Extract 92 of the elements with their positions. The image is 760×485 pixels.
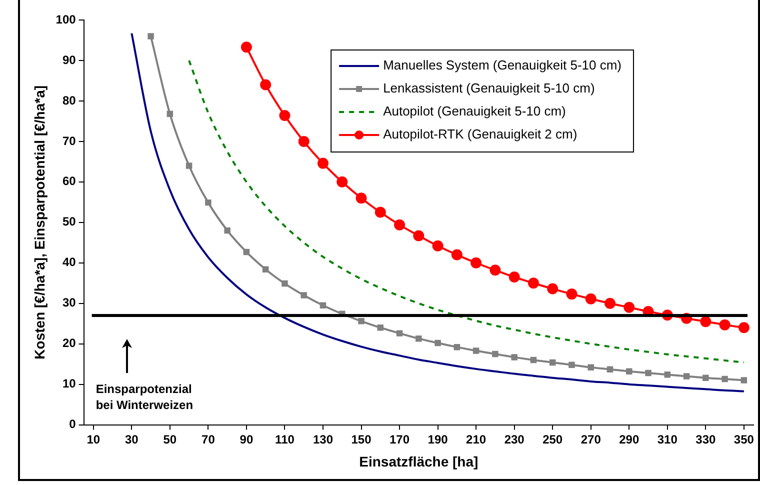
point <box>262 266 269 272</box>
point <box>566 288 578 300</box>
point <box>260 79 272 90</box>
legend-label: Lenkassistent (Genauigkeit 5-10 cm) <box>383 80 595 96</box>
y-tick-label: 40 <box>62 255 76 270</box>
x-tick-label: 330 <box>696 432 716 446</box>
point <box>148 33 154 40</box>
y-tick-label: 60 <box>62 174 76 188</box>
point <box>416 335 422 342</box>
point <box>356 192 367 204</box>
legend-label: Autopilot-RTK (Genauigkeit 2 cm) <box>383 126 578 142</box>
x-tick-label: 210 <box>466 432 486 446</box>
legend-label: Manuelles System (Genauigkeit 5-10 cm) <box>383 58 622 73</box>
point <box>702 374 709 381</box>
y-tick-label: 10 <box>62 376 76 391</box>
point <box>413 230 424 242</box>
point <box>492 350 498 358</box>
point <box>336 176 348 188</box>
point <box>700 316 712 328</box>
point <box>624 302 635 313</box>
legend-label: Autopilot (Genauigkeit 5-10 cm) <box>383 104 566 119</box>
line-series <box>188 59 745 364</box>
point <box>205 199 212 206</box>
x-tick-label: 250 <box>542 432 563 446</box>
point <box>377 324 384 331</box>
x-tick-label: 310 <box>657 432 678 446</box>
point <box>394 219 406 230</box>
point <box>508 272 520 283</box>
x-tick-label: 190 <box>428 432 448 446</box>
point <box>528 278 539 289</box>
x-tick-label: 70 <box>202 432 216 446</box>
point <box>588 364 594 370</box>
x-tick-label: 130 <box>312 432 334 446</box>
point <box>243 248 250 256</box>
point <box>454 344 460 350</box>
y-tick-label: 30 <box>62 296 76 310</box>
y-tick-label: 100 <box>56 12 76 26</box>
x-tick-label: 150 <box>351 432 372 446</box>
point <box>683 373 690 380</box>
point <box>472 348 480 354</box>
point <box>490 264 501 276</box>
x-tick-label: 270 <box>580 432 602 446</box>
x-tick-label: 230 <box>504 432 525 446</box>
point <box>396 330 403 336</box>
point <box>186 162 192 169</box>
point <box>604 298 616 309</box>
point <box>530 356 537 364</box>
point <box>374 206 386 218</box>
point <box>547 283 558 294</box>
y-tick-label: 50 <box>62 214 76 229</box>
y-tick-label: 0 <box>69 417 76 432</box>
point <box>320 302 326 309</box>
x-tick-label: 90 <box>240 432 254 446</box>
point <box>626 368 632 374</box>
point <box>298 136 310 147</box>
x-tick-label: 110 <box>275 432 295 446</box>
point <box>664 371 671 378</box>
annotation: Einsparpotenzial bei Winterweizen <box>96 382 194 412</box>
x-tick-label: 50 <box>163 432 177 446</box>
y-tick-label: 80 <box>62 93 76 108</box>
point <box>432 240 444 252</box>
y-tick-label: 70 <box>62 134 76 148</box>
point <box>606 366 614 372</box>
point <box>166 110 174 118</box>
point <box>568 362 575 368</box>
x-tick-label: 30 <box>124 432 139 446</box>
y-tick-label: 90 <box>62 52 76 67</box>
x-tick-label: 170 <box>390 432 410 446</box>
x-tick-label: 350 <box>734 432 754 446</box>
point <box>719 319 730 330</box>
x-axis-title: Einsatzfläche [ha] <box>359 453 478 470</box>
point <box>300 292 307 298</box>
point <box>511 354 518 360</box>
point <box>358 318 364 324</box>
point <box>738 322 750 334</box>
point <box>224 227 230 234</box>
x-tick-label: 290 <box>619 432 640 446</box>
point <box>549 359 556 366</box>
x-tick-label: 10 <box>86 432 100 446</box>
point <box>451 249 462 260</box>
point <box>240 42 252 53</box>
point <box>317 158 328 169</box>
point <box>585 293 596 304</box>
point <box>470 257 482 268</box>
point <box>722 376 728 382</box>
y-axis-title: Kosten [€/ha*a], Einsparpotential [€/ha*a] <box>31 85 48 360</box>
point <box>740 377 748 384</box>
point <box>282 280 288 287</box>
point <box>279 110 290 122</box>
point <box>434 340 441 346</box>
point <box>645 370 652 376</box>
y-tick-label: 20 <box>62 336 76 350</box>
